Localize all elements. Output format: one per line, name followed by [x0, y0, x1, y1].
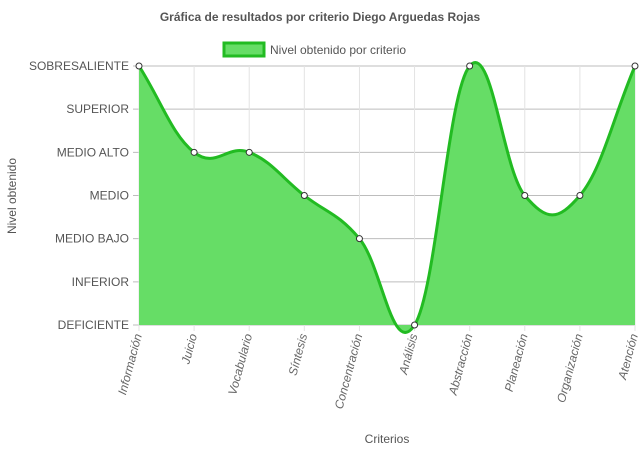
data-point[interactable]: [521, 192, 529, 199]
y-tick-label: SOBRESALIENTE: [29, 59, 129, 73]
legend-label[interactable]: Nivel obtenido por criterio: [270, 43, 406, 57]
x-tick-label: Organización: [554, 332, 586, 404]
data-point[interactable]: [300, 192, 308, 199]
series-area-fill: [139, 62, 635, 333]
y-tick-label: MEDIO ALTO: [57, 145, 129, 159]
y-tick-label: INFERIOR: [72, 275, 130, 289]
x-axis-ticks: Información Juicio Vocabulario Síntesis Conc…: [115, 332, 639, 411]
data-point[interactable]: [245, 148, 253, 156]
y-axis-ticks: DEFICIENTE INFERIOR MEDIO BAJO MEDIO MEDIO A…: [29, 59, 129, 332]
y-tick-label: MEDIO BAJO: [55, 232, 129, 246]
y-tick-label: MEDIO: [90, 189, 129, 203]
data-point[interactable]: [576, 192, 584, 199]
x-tick-label: Información: [115, 332, 145, 396]
legend[interactable]: Nivel obtenido por criterio: [222, 41, 406, 58]
x-tick-label: Análisis: [396, 332, 420, 377]
chart-title: Gráfica de resultados por criterio Diego…: [160, 10, 481, 24]
y-tick-label: SUPERIOR: [66, 102, 129, 116]
y-tick-label: DEFICIENTE: [58, 318, 129, 332]
area-series: [137, 61, 637, 334]
y-axis-title: Nivel obtenido: [5, 158, 19, 234]
x-tick-label: Planeación: [502, 332, 531, 393]
x-axis-title: Criterios: [365, 432, 410, 446]
data-point[interactable]: [135, 62, 143, 70]
x-tick-label: Atención: [615, 332, 639, 382]
data-point[interactable]: [355, 235, 363, 243]
data-points: [135, 62, 639, 329]
x-tick-label: Abstracción: [446, 332, 476, 397]
x-tick-label: Concentración: [332, 332, 366, 411]
x-tick-label: Juicio: [178, 332, 200, 367]
data-point[interactable]: [631, 62, 639, 70]
legend-swatch[interactable]: [222, 41, 266, 58]
data-point[interactable]: [466, 62, 474, 70]
x-tick-label: Vocabulario: [225, 332, 255, 397]
data-point[interactable]: [190, 148, 198, 156]
data-point[interactable]: [411, 321, 419, 329]
x-tick-label: Síntesis: [286, 332, 311, 377]
